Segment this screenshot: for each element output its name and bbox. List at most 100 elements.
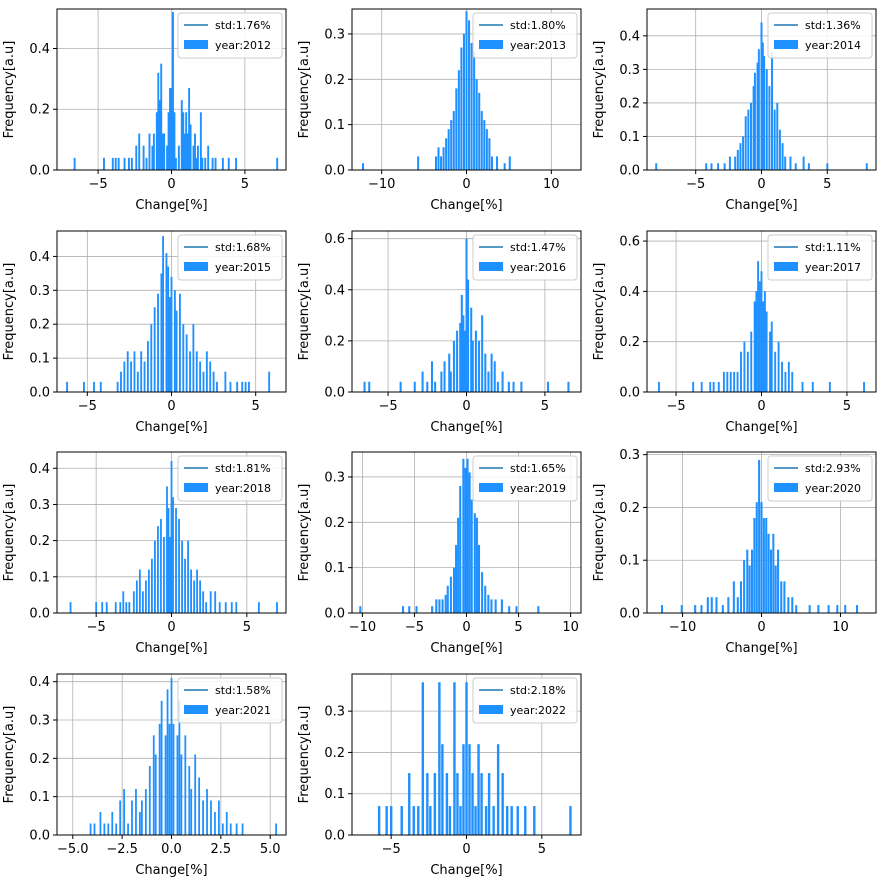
histogram-bar xyxy=(774,565,777,613)
histogram-bar xyxy=(154,754,157,835)
histogram-bar xyxy=(784,156,787,170)
histogram-bar xyxy=(73,157,76,170)
histogram-bar xyxy=(114,602,117,613)
histogram-bar xyxy=(496,381,499,392)
histogram-bar xyxy=(763,55,766,171)
histogram-bar xyxy=(828,381,831,392)
legend-bar-swatch xyxy=(479,705,503,714)
y-tick-label: 0.4 xyxy=(29,675,50,690)
histogram-bar xyxy=(224,371,227,392)
histogram-bar xyxy=(758,281,761,392)
y-tick-label: 0.2 xyxy=(29,752,50,767)
histogram-bar xyxy=(765,69,768,170)
histogram-bar xyxy=(752,86,755,170)
histogram-bar xyxy=(163,133,166,170)
histogram-bar xyxy=(426,773,429,835)
x-tick-label: −5.0 xyxy=(57,842,89,857)
histogram-bar xyxy=(778,129,781,170)
histogram-bar xyxy=(474,330,477,392)
histogram-bar xyxy=(221,157,224,170)
histogram-bar xyxy=(434,156,437,170)
histogram-bar xyxy=(807,163,810,170)
legend-std-label: std:1.81% xyxy=(215,462,271,475)
histogram-bar xyxy=(169,87,171,170)
histogram-bar xyxy=(712,381,715,392)
y-tick-label: 0.0 xyxy=(619,607,640,622)
histogram-bar xyxy=(136,371,139,392)
x-tick-label: 5 xyxy=(241,177,249,192)
histogram-bar xyxy=(658,381,660,392)
x-tick-label: 0.0 xyxy=(161,842,182,857)
histogram-bar xyxy=(477,744,480,835)
histogram-bar xyxy=(776,102,779,170)
histogram-bar xyxy=(748,565,751,613)
y-tick-label: 0.1 xyxy=(29,570,50,585)
histogram-bar xyxy=(465,238,468,392)
histogram-bar xyxy=(440,156,443,170)
histogram-bar xyxy=(827,605,830,613)
histogram-bar xyxy=(145,157,148,170)
histogram-bar xyxy=(844,605,847,613)
histogram-bar xyxy=(141,591,144,613)
histogram-bar xyxy=(480,111,483,170)
histogram-bar xyxy=(473,52,476,171)
x-tick-label: 0 xyxy=(462,620,470,635)
histogram-bar xyxy=(736,149,739,170)
y-tick-label: 0.4 xyxy=(29,462,50,477)
histogram-bar xyxy=(182,324,185,392)
y-axis-label: Frequency[a.u] xyxy=(297,41,312,139)
histogram-bar xyxy=(757,49,760,170)
histogram-bar xyxy=(516,806,519,835)
histogram-bar xyxy=(863,381,865,392)
histogram-bar xyxy=(437,147,440,170)
histogram-bar xyxy=(441,744,444,835)
histogram-bar xyxy=(802,156,805,170)
histogram-bar xyxy=(377,806,381,835)
histogram-bar xyxy=(755,502,758,613)
histogram-bar xyxy=(448,353,451,392)
histogram-bar xyxy=(150,324,153,392)
y-tick-label: 0.1 xyxy=(324,561,345,576)
histogram-bar xyxy=(385,806,388,835)
histogram-bar xyxy=(435,599,438,613)
histogram-bar xyxy=(178,518,180,613)
histogram-bar xyxy=(455,544,458,613)
histogram-bar xyxy=(89,823,92,835)
histogram-bar xyxy=(468,744,471,835)
histogram-bar xyxy=(241,823,244,835)
histogram-bar xyxy=(508,156,511,170)
x-tick-label: 5 xyxy=(252,399,260,414)
y-tick-label: 0.4 xyxy=(29,250,50,265)
histogram-bar xyxy=(152,133,155,170)
histogram-bar xyxy=(103,823,106,835)
histogram-bar xyxy=(755,291,758,392)
histogram-bar xyxy=(717,381,720,392)
x-axis-label: Change[%] xyxy=(135,420,207,435)
histogram-bar xyxy=(783,581,786,613)
histogram-bar xyxy=(147,569,150,613)
histogram-bar xyxy=(567,381,570,392)
x-tick-label: 10 xyxy=(562,620,579,635)
x-axis-label: Change[%] xyxy=(135,863,207,878)
histogram-bar xyxy=(192,324,195,392)
histogram-bar xyxy=(743,560,746,613)
histogram-bar xyxy=(753,301,756,392)
x-tick-label: −5 xyxy=(78,399,97,414)
histogram-bar xyxy=(175,508,177,613)
x-tick-label: −5 xyxy=(405,620,424,635)
histogram-bar xyxy=(193,580,196,613)
histogram-bar xyxy=(772,533,775,613)
histogram-bar xyxy=(484,806,488,835)
x-tick-label: −5 xyxy=(378,399,397,414)
legend-year-label: year:2012 xyxy=(215,39,271,52)
y-tick-label: 0.1 xyxy=(619,130,640,145)
histogram-bar xyxy=(363,381,366,392)
histogram-bar xyxy=(189,124,192,170)
histogram-bar xyxy=(438,682,441,835)
histogram-bar xyxy=(769,549,773,613)
histogram-bar xyxy=(412,806,415,835)
histogram-bar xyxy=(173,290,176,392)
y-tick-label: 0.4 xyxy=(619,285,640,300)
histogram-bar xyxy=(229,823,232,835)
histogram-bar xyxy=(199,580,202,613)
